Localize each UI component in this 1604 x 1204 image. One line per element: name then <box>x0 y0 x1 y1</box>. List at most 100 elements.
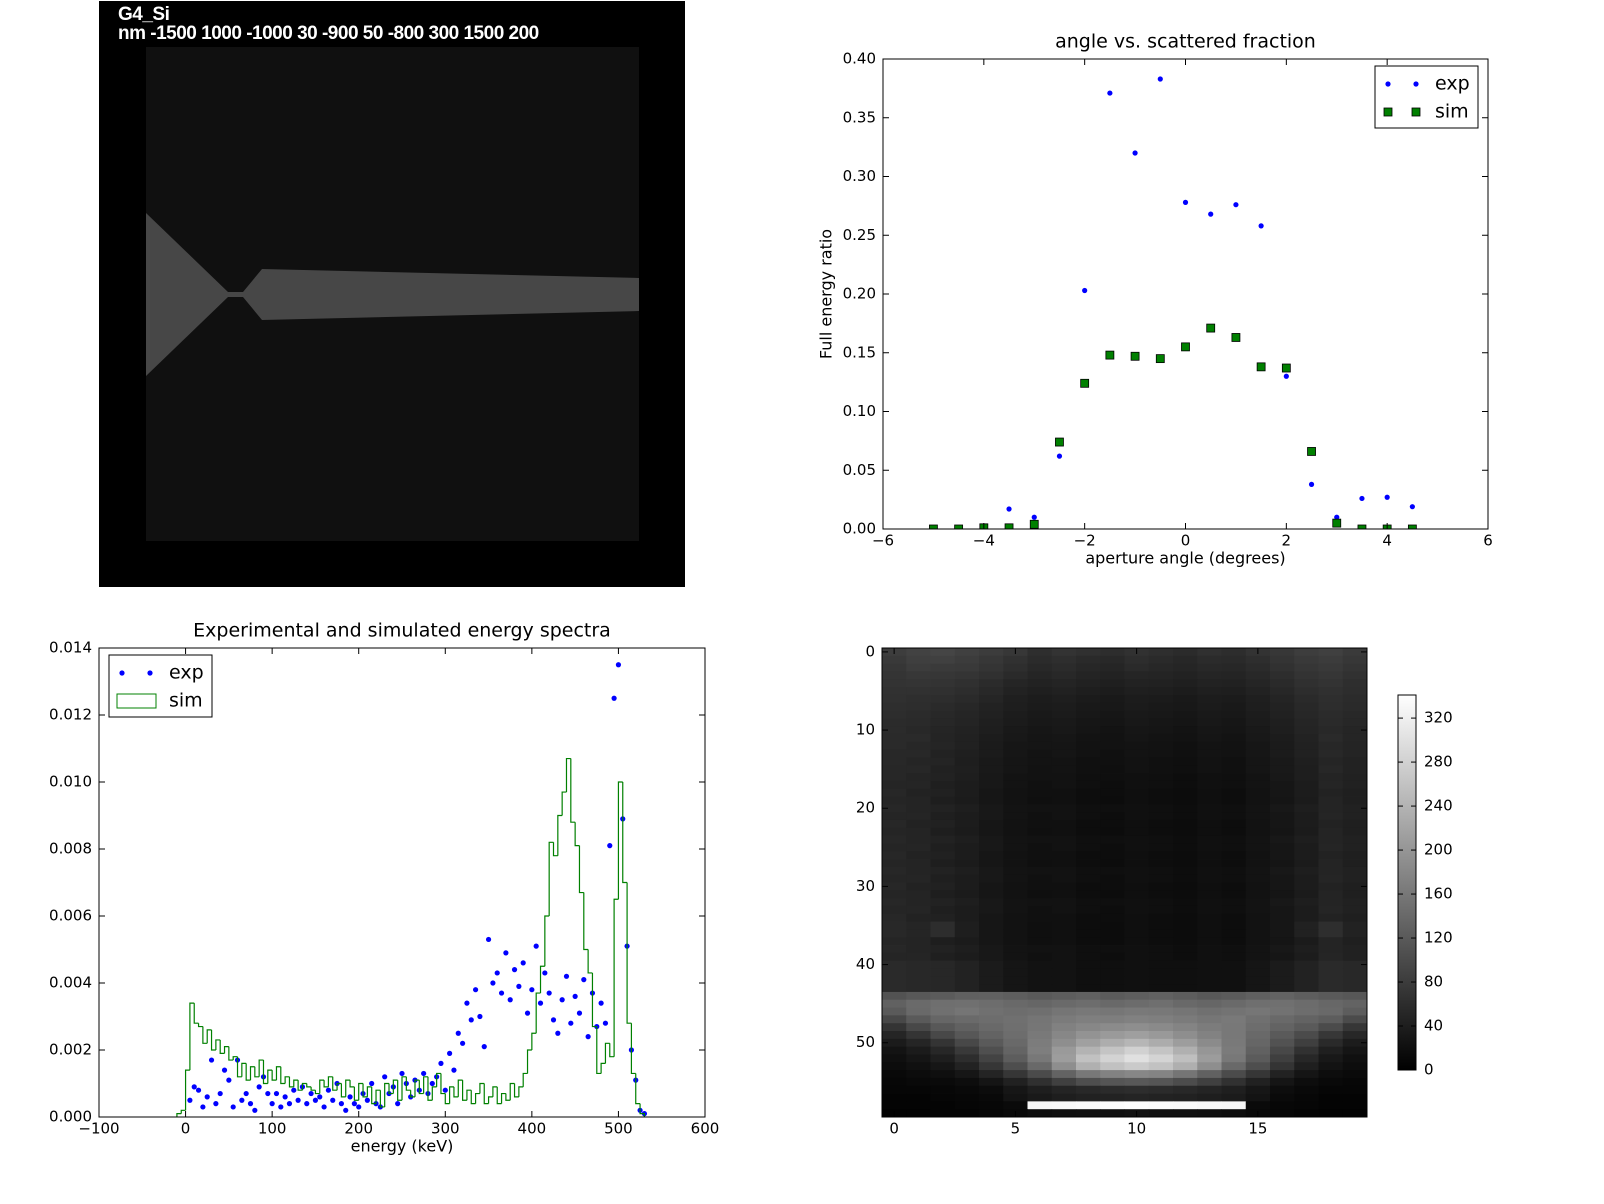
heatmap-cell <box>1245 1062 1271 1071</box>
heatmap-cell <box>1003 1077 1028 1087</box>
data-point <box>347 1094 353 1100</box>
heatmap-cell <box>1173 1109 1198 1117</box>
heatmap-cell <box>1124 710 1150 719</box>
heatmap-cell <box>1270 913 1295 922</box>
heatmap-cell <box>1003 655 1028 665</box>
histogram-step <box>492 1086 498 1097</box>
data-point <box>221 1067 228 1073</box>
heatmap-cell <box>1100 679 1125 688</box>
heatmap-cell <box>1221 679 1247 688</box>
heatmap-cell <box>1294 851 1319 860</box>
heatmap-cell <box>1051 843 1077 852</box>
heatmap-cell <box>1318 1007 1344 1016</box>
heatmap-cell <box>1148 874 1174 883</box>
heatmap-cell <box>1245 1093 1271 1102</box>
heatmap-cell <box>906 937 931 946</box>
heatmap-cell <box>954 882 980 891</box>
heatmap-cell <box>1270 1062 1295 1071</box>
histogram-step <box>604 1042 610 1064</box>
heatmap-cell <box>979 827 1004 836</box>
x-tick-label: 400 <box>518 1120 547 1138</box>
heatmap-cell <box>1221 843 1247 852</box>
data-point <box>286 1101 293 1107</box>
heatmap-cell <box>1076 780 1101 790</box>
histogram-step <box>522 1072 528 1087</box>
heatmap-cell <box>1003 1054 1028 1063</box>
x-tick-label: 6 <box>1483 532 1493 550</box>
heatmap-cell <box>1342 1007 1367 1016</box>
heatmap-cell <box>1318 741 1344 751</box>
heatmap-cell <box>1003 1085 1028 1094</box>
data-point <box>1281 363 1291 373</box>
heatmap-cell <box>1270 694 1295 704</box>
heatmap-cell <box>1173 773 1198 782</box>
heatmap-cell <box>1076 905 1101 915</box>
heatmap-cell <box>979 1101 1004 1110</box>
heatmap-cell <box>1294 1109 1319 1117</box>
histogram-step <box>327 1076 333 1087</box>
data-point <box>1130 351 1140 361</box>
heatmap-cell <box>1027 851 1053 860</box>
heatmap-cell <box>1221 890 1247 899</box>
heatmap-cell <box>1173 796 1198 805</box>
heatmap-cell <box>930 648 956 657</box>
heatmap-cell <box>882 999 907 1008</box>
data-point <box>252 1107 258 1113</box>
data-point <box>581 977 587 983</box>
histogram-step <box>293 1079 299 1087</box>
heatmap-cell <box>906 859 931 868</box>
heatmap-cell <box>1318 1109 1344 1117</box>
heatmap-cell <box>1003 687 1028 696</box>
heatmap-cell <box>930 655 956 665</box>
heatmap-cell <box>979 1062 1004 1071</box>
heatmap-cell <box>1076 937 1101 946</box>
heatmap-cell <box>1245 960 1271 969</box>
heatmap-cell <box>882 694 907 704</box>
heatmap-cell <box>1197 945 1222 954</box>
heatmap-cell <box>979 726 1004 735</box>
heatmap-cell <box>930 827 956 836</box>
heatmap-cell <box>979 733 1004 743</box>
heatmap-cell <box>1245 827 1271 836</box>
heatmap-cell <box>979 1031 1004 1040</box>
scatter-panel: −6 −4 −2 0 2 4 60.000.050.100.150.200.250.300.… <box>817 31 1493 568</box>
heatmap-cell <box>954 1070 980 1079</box>
heatmap-cell <box>1124 1070 1150 1079</box>
heatmap-cell <box>1003 780 1028 790</box>
heatmap-cell <box>1294 702 1319 711</box>
heatmap-cell <box>906 929 931 938</box>
heatmap-cell <box>882 1093 907 1102</box>
heatmap-cell <box>1124 905 1150 915</box>
heatmap-cell <box>1100 726 1125 735</box>
heatmap-cell <box>1221 921 1247 930</box>
histogram-step <box>635 1073 641 1105</box>
heatmap-cell <box>1318 866 1344 876</box>
heatmap-cell <box>930 749 956 758</box>
heatmap-cell <box>1342 851 1367 860</box>
heatmap-cell <box>1318 1015 1344 1024</box>
heatmap-cell <box>1027 726 1053 735</box>
heatmap-cell <box>1318 663 1344 672</box>
heatmap-cell <box>1197 851 1222 860</box>
heatmap-cell <box>1124 866 1150 876</box>
heatmap-cell <box>1027 835 1053 844</box>
heatmap-cell <box>1100 1070 1125 1079</box>
heatmap-cell <box>1148 882 1174 891</box>
heatmap-cell <box>1318 913 1344 922</box>
heatmap-cell <box>1270 819 1295 829</box>
data-point <box>399 1070 405 1077</box>
heatmap-cell <box>979 757 1004 766</box>
histogram-step <box>206 1029 212 1044</box>
heatmap-cell <box>1221 1062 1247 1071</box>
heatmap-cell <box>1342 710 1367 719</box>
heatmap-cell <box>1294 952 1319 962</box>
heatmap-cell <box>1245 687 1271 696</box>
heatmap-cell <box>882 945 907 954</box>
heatmap-cell <box>1124 819 1150 829</box>
heatmap-cell <box>1342 1062 1367 1071</box>
legend-label: exp <box>1435 73 1470 95</box>
heatmap-cell <box>1342 819 1367 829</box>
heatmap-cell <box>1051 991 1077 1001</box>
heatmap-cell <box>1076 655 1101 665</box>
heatmap-cell <box>1173 929 1198 938</box>
